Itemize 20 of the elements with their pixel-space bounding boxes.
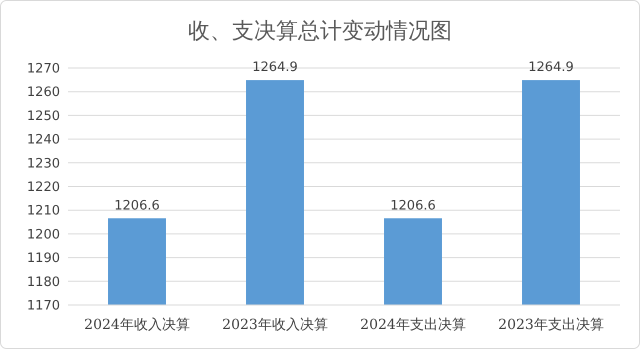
y-tick-label: 1190 [26,251,60,266]
x-tick-label: 2024年收入决算 [84,317,190,333]
y-tick-label: 1210 [26,204,60,219]
data-label: 1206.6 [114,198,160,214]
x-tick-label: 2023年收入决算 [222,317,328,333]
data-label: 1264.9 [528,60,574,76]
y-tick-label: 1170 [26,298,60,314]
y-tick-label: 1200 [26,227,60,242]
x-tick-label: 2024年支出决算 [360,317,466,333]
y-tick-label: 1260 [26,85,60,100]
y-tick-label: 1240 [26,132,60,148]
y-tick-label: 1220 [26,180,60,195]
y-tick-label: 1250 [26,108,60,124]
data-label: 1264.9 [252,60,298,76]
x-tick-label: 2023年支出决算 [498,317,604,333]
y-tick-label: 1230 [26,156,60,172]
y-tick-label: 1270 [26,62,60,76]
data-label: 1206.6 [390,198,436,214]
chart-title: 收、支决算总计变动情况图 [188,19,452,44]
y-tick-label: 1180 [26,274,60,290]
